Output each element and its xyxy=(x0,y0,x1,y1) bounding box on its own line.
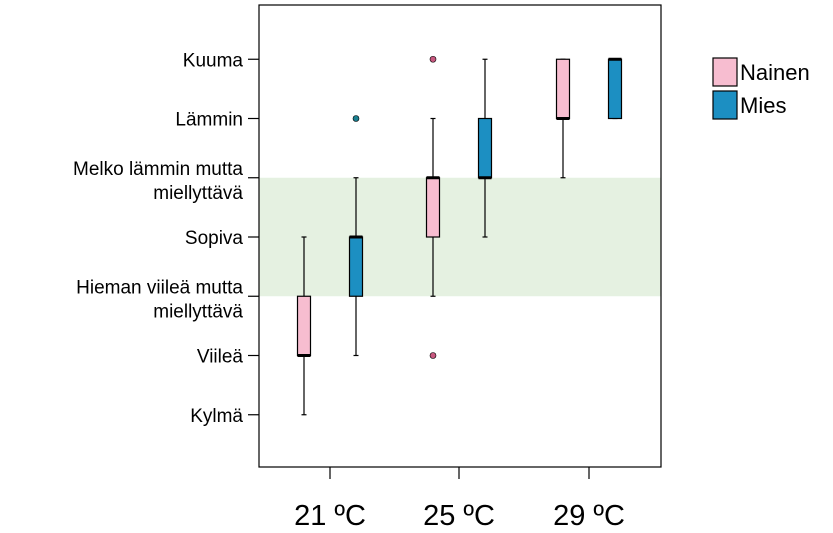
y-tick-label: Kuuma xyxy=(183,50,244,71)
box-Nainen-0 xyxy=(296,236,312,416)
iqr-box xyxy=(607,58,623,120)
legend-label: Nainen xyxy=(740,60,810,85)
iqr-box xyxy=(296,295,312,357)
boxes-layer xyxy=(296,55,623,416)
plot-frame xyxy=(258,4,662,468)
y-tick-label: Viileä xyxy=(197,347,244,368)
box-Mies-1 xyxy=(477,58,493,238)
outlier-point xyxy=(429,352,437,359)
y-tick-label: Melko lämmin mutta xyxy=(73,159,243,180)
legend: Nainen Mies xyxy=(712,57,810,120)
legend-label: Mies xyxy=(740,93,786,118)
comfort-band-layer xyxy=(259,177,661,297)
outlier-point xyxy=(352,115,360,122)
y-tick-label-line2: miellyttävä xyxy=(153,301,243,322)
iqr-box xyxy=(477,117,493,179)
y-tick-label: Kylmä xyxy=(190,406,243,427)
box-Mies-0 xyxy=(348,115,364,357)
legend-swatch-Nainen xyxy=(712,57,738,87)
box-Mies-2 xyxy=(607,57,623,120)
comfort-band xyxy=(259,177,661,297)
box-Nainen-1 xyxy=(425,55,441,359)
legend-swatch-Mies xyxy=(712,90,738,120)
x-category-label: 29 ºC xyxy=(553,500,625,532)
iqr-box xyxy=(425,177,441,238)
y-tick-label: Hieman viileä mutta xyxy=(76,277,243,298)
iqr-box xyxy=(555,58,571,120)
y-tick-label: Sopiva xyxy=(185,228,244,249)
box-Nainen-2 xyxy=(555,58,571,179)
y-tick-label: Lämmin xyxy=(175,110,243,131)
iqr-box xyxy=(348,236,364,297)
x-category-label: 21 ºC xyxy=(294,500,366,532)
y-tick-label-line2: miellyttävä xyxy=(153,183,243,204)
x-category-label: 25 ºC xyxy=(423,500,495,532)
axes-layer: Kylmä Viileä Hieman viileä mutta miellyttäv… xyxy=(73,50,625,532)
outlier-point xyxy=(429,55,437,63)
